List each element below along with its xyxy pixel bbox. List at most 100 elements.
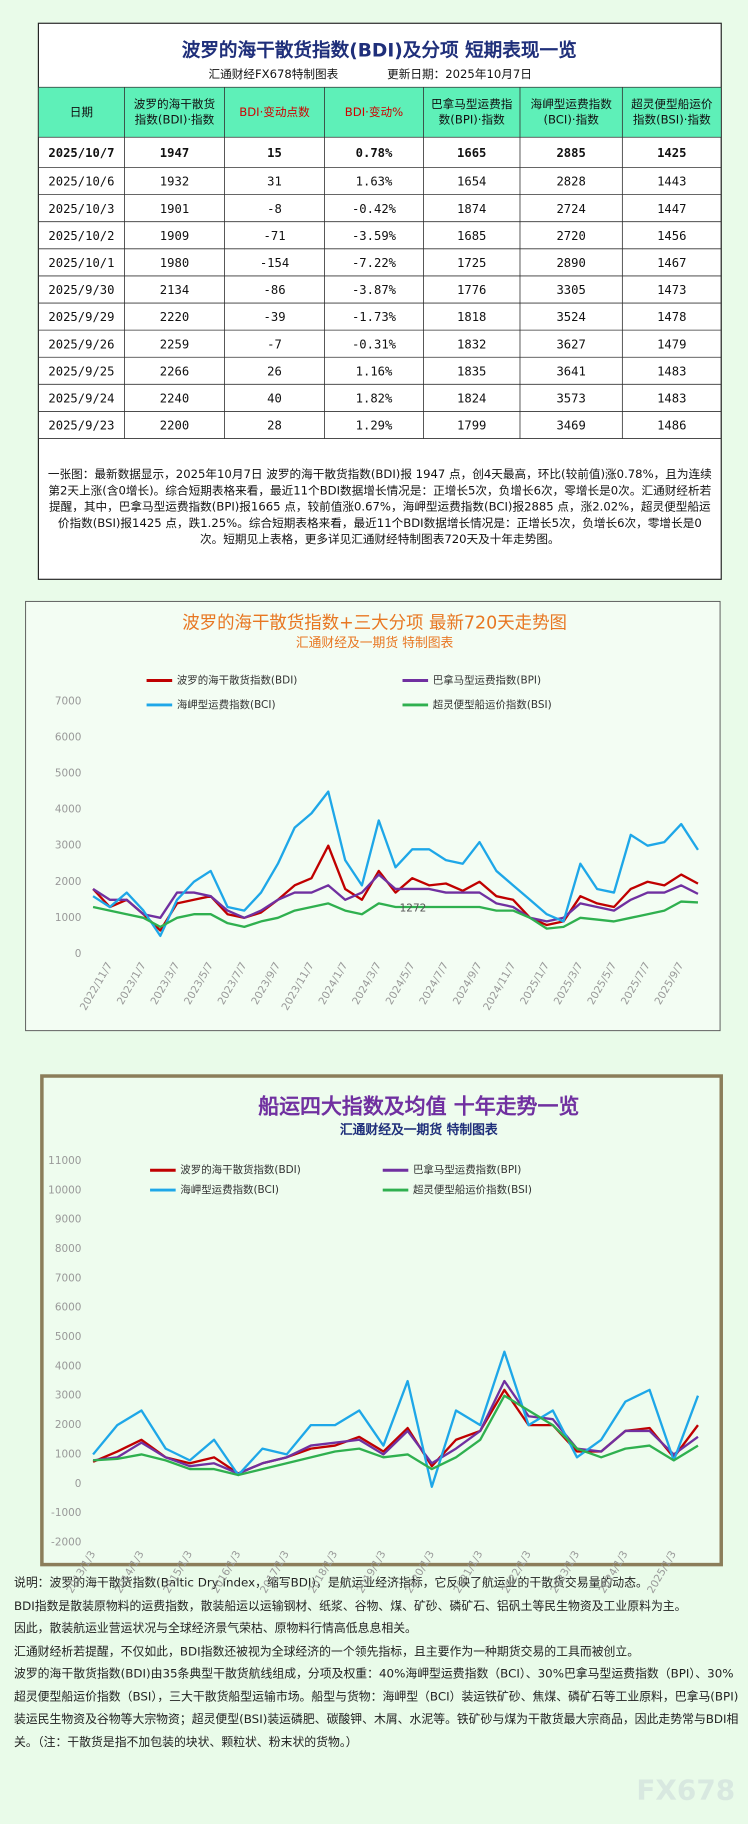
chart-title: 船运四大指数及均值 十年走势一览 <box>258 1094 579 1118</box>
legend-label: 巴拿马型运费指数(BPI) <box>433 674 541 687</box>
table-cell: -7.22% <box>352 256 397 270</box>
y-tick-label: 6000 <box>55 1302 82 1314</box>
series-line <box>92 1394 699 1477</box>
legend-label: 波罗的海干散货指数(BDI) <box>180 1163 301 1176</box>
table-cell: 2025/10/3 <box>48 202 114 216</box>
table-cell: 1665 <box>457 146 486 160</box>
legend-label: 超灵便型船运价指数(BSI) <box>433 698 552 711</box>
legend-label: 超灵便型船运价指数(BSI) <box>413 1183 532 1196</box>
table-cell: 2025/9/30 <box>48 283 114 297</box>
table-cell: 1.16% <box>356 364 393 378</box>
table-header-bg <box>38 87 722 138</box>
table-cell: 1980 <box>160 256 189 270</box>
note-paragraph: 说明：波罗的海干散货指数(Baltic Dry Index，缩写BDI)，是航运… <box>13 1577 648 1591</box>
table-cell: 2724 <box>556 202 585 216</box>
table-cell: 1776 <box>457 283 486 297</box>
table-cell: 1425 <box>657 146 686 160</box>
table-cell: -7 <box>267 337 282 351</box>
table-cell: 2134 <box>160 283 189 297</box>
table-cell: 1447 <box>657 202 686 216</box>
table-cell: 1.82% <box>356 392 393 406</box>
table-cell: 26 <box>267 364 282 378</box>
table-header: 超灵便型船运价 <box>631 97 713 111</box>
table-cell: -0.42% <box>352 202 397 216</box>
table-source: 汇通财经FX678特制图表 <box>208 67 338 81</box>
table-cell: 2890 <box>556 256 585 270</box>
y-tick-label: 10000 <box>48 1184 81 1196</box>
table-cell: -3.87% <box>352 283 397 297</box>
summary: 一张图：最新数据显示，2025年10月7日 波罗的海干散货指数(BDI)报 19… <box>47 468 712 547</box>
table-cell: 2828 <box>556 175 585 189</box>
y-tick-label: -2000 <box>51 1536 81 1548</box>
table-cell: 1479 <box>657 337 686 351</box>
table-header: 巴拿马型运费指 <box>431 97 513 111</box>
table-cell: 1835 <box>457 364 486 378</box>
series-line <box>92 1379 699 1475</box>
table-header: BDI·变动% <box>345 105 403 119</box>
y-tick-label: 4000 <box>55 1360 82 1372</box>
chart-title: 波罗的海干散货指数+三大分项 最新720天走势图 <box>182 614 567 634</box>
legend-label: 巴拿马型运费指数(BPI) <box>413 1163 521 1176</box>
table-cell: 3469 <box>556 419 585 433</box>
y-tick-label: 2000 <box>55 876 82 888</box>
legend-label: 海岬型运费指数(BCI) <box>177 698 276 711</box>
y-tick-label: 7000 <box>55 695 82 707</box>
table-cell: 2025/10/7 <box>48 146 114 160</box>
table-cell: 1486 <box>657 419 686 433</box>
y-tick-label: 11000 <box>48 1155 81 1167</box>
y-tick-label: 2000 <box>55 1419 82 1431</box>
table-cell: 1832 <box>457 337 486 351</box>
y-tick-label: 8000 <box>55 1243 82 1255</box>
table-cell: 31 <box>267 175 282 189</box>
table-cell: 1685 <box>457 229 486 243</box>
table-cell: 3573 <box>556 392 585 406</box>
chart-subtitle: 汇通财经及一期货 特制图表 <box>340 1122 498 1138</box>
series-line <box>92 790 699 938</box>
series-line <box>92 900 699 930</box>
table-header: 指数(BSI)·指数 <box>633 112 711 126</box>
table-cell: 1478 <box>657 310 686 324</box>
table-cell: 2025/9/26 <box>48 337 114 351</box>
table-cell: 1654 <box>457 175 486 189</box>
table-cell: 1473 <box>657 283 686 297</box>
table-header: 海岬型运费指数 <box>530 97 612 111</box>
table-header: 数(BPI)·指数 <box>439 112 505 126</box>
note-paragraph: 汇通财经析若提醒，不仅如此，BDI指数还被视为全球经济的一个领先指标，且主要作为… <box>13 1645 640 1659</box>
table-date: 更新日期：2025年10月7日 <box>387 67 532 81</box>
y-tick-label: 3000 <box>55 1390 82 1402</box>
table-cell: 2025/9/23 <box>48 419 114 433</box>
table-cell: 1725 <box>457 256 486 270</box>
table-cell: -8 <box>267 202 282 216</box>
table-header: 日期 <box>70 105 93 119</box>
legend-label: 波罗的海干散货指数(BDI) <box>177 674 298 687</box>
table-cell: 40 <box>267 392 282 406</box>
summary-box: 一张图：最新数据显示，2025年10月7日 波罗的海干散货指数(BDI)报 19… <box>47 468 712 547</box>
table-header: 波罗的海干散货 <box>134 97 215 111</box>
table-cell: 2025/9/25 <box>48 364 114 378</box>
table-cell: 2025/10/1 <box>48 256 114 270</box>
table-cell: 1.29% <box>356 419 393 433</box>
table-cell: 1.63% <box>356 175 393 189</box>
table-cell: -1.73% <box>352 310 397 324</box>
notes: 说明：波罗的海干散货指数(Baltic Dry Index，缩写BDI)，是航运… <box>14 1573 741 1754</box>
table-cell: 1799 <box>457 419 486 433</box>
table-cell: 1818 <box>457 310 486 324</box>
table-cell: 2200 <box>160 419 189 433</box>
y-tick-label: 0 <box>75 948 82 960</box>
table-cell: -0.31% <box>352 337 397 351</box>
y-tick-label: 6000 <box>55 732 82 744</box>
table-cell: 2025/10/2 <box>48 229 114 243</box>
legend-label: 海岬型运费指数(BCI) <box>180 1183 279 1196</box>
y-tick-label: -1000 <box>51 1507 81 1519</box>
chart-panel <box>25 600 721 1032</box>
table-cell: 3305 <box>556 283 585 297</box>
table-cell: 1443 <box>657 175 686 189</box>
table-cell: -86 <box>264 283 286 297</box>
table-cell: -39 <box>264 310 286 324</box>
y-tick-label: 5000 <box>55 768 82 780</box>
y-tick-label: 0 <box>75 1478 82 1490</box>
table-cell: 28 <box>267 419 282 433</box>
table-cell: 1901 <box>160 202 189 216</box>
table-cell: 3524 <box>556 310 585 324</box>
y-tick-label: 5000 <box>55 1331 82 1343</box>
